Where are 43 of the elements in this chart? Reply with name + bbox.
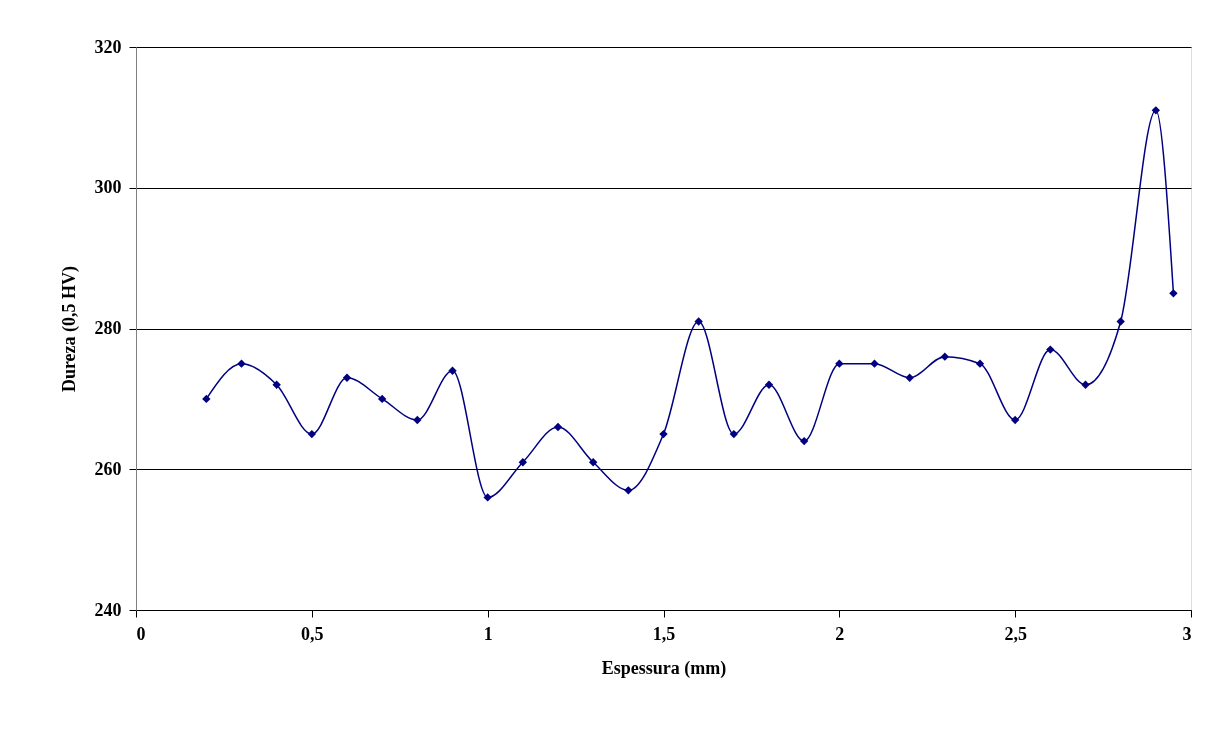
point <box>588 458 598 467</box>
x-tick-label: 2,5 <box>1004 623 1027 644</box>
point <box>764 380 774 389</box>
point <box>1116 317 1125 326</box>
point <box>1081 380 1090 389</box>
point <box>272 380 281 389</box>
x-tick-label: 0 <box>136 623 146 644</box>
x-axis-title: Espessura (mm) <box>601 657 727 679</box>
y-tick-label: 240 <box>94 599 122 620</box>
point <box>413 415 422 425</box>
x-tick-label: 1,5 <box>652 623 676 644</box>
point <box>940 352 950 361</box>
point <box>237 359 246 368</box>
point <box>1010 415 1020 425</box>
y-tick-label: 260 <box>94 458 122 479</box>
point <box>975 359 985 368</box>
point <box>518 458 528 467</box>
x-tick-label: 1 <box>483 623 493 644</box>
point <box>799 436 809 446</box>
point <box>624 486 633 495</box>
point <box>905 373 914 382</box>
point <box>1151 106 1161 115</box>
point <box>694 317 703 326</box>
y-tick-label: 280 <box>94 318 122 338</box>
x-tick-label: 3 <box>1182 623 1192 644</box>
point <box>342 373 352 382</box>
point <box>870 359 879 368</box>
y-tick-label: 300 <box>94 177 122 198</box>
x-tick-label: 0,5 <box>301 623 324 644</box>
point <box>202 394 211 404</box>
point <box>1169 289 1178 298</box>
point <box>729 429 739 439</box>
point <box>1046 345 1055 354</box>
point <box>553 422 563 432</box>
x-tick-label: 2 <box>835 623 845 644</box>
point <box>377 394 387 404</box>
point <box>835 359 844 368</box>
point <box>483 493 492 502</box>
point <box>448 366 457 375</box>
point <box>307 429 317 439</box>
y-tick-label: 320 <box>94 36 122 57</box>
y-axis-title: Dureza (0,5 HV) <box>58 265 80 393</box>
point <box>659 429 668 439</box>
